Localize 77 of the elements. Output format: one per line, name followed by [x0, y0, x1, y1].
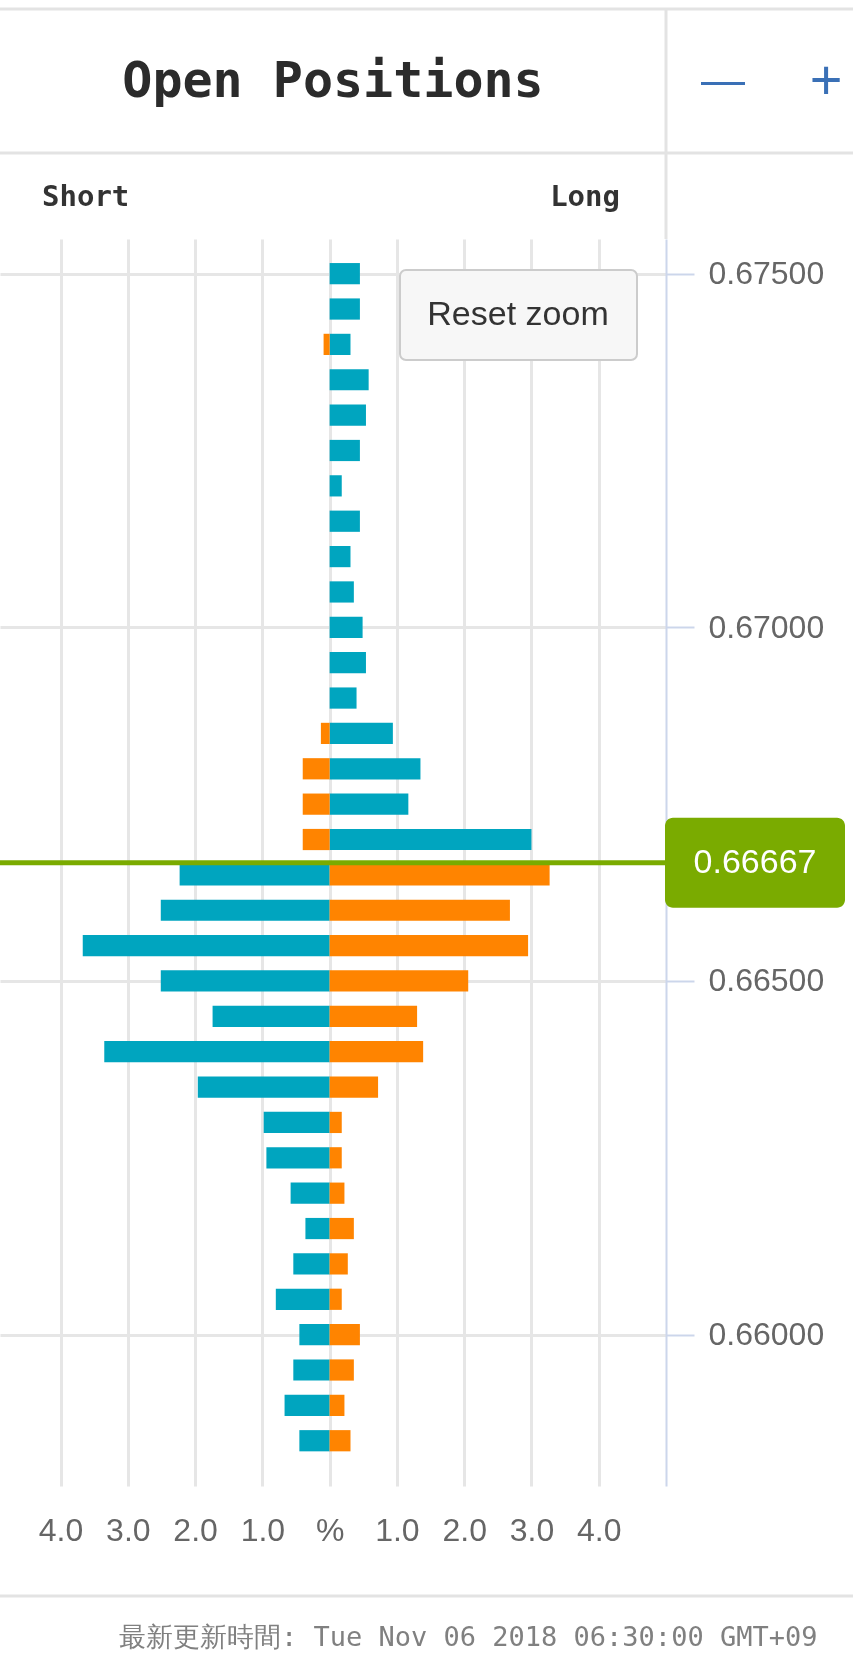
bar — [329, 616, 363, 638]
bar — [329, 1182, 345, 1204]
annotation: Reset zoom — [427, 294, 609, 332]
bar — [329, 581, 354, 603]
y-tick-label: 0.67500 — [708, 255, 825, 292]
bar — [329, 687, 357, 709]
bar — [302, 758, 330, 780]
x-tick-label: 1.0 — [240, 1511, 286, 1548]
y-tick-label: 0.66500 — [708, 962, 825, 999]
text: Long — [550, 179, 620, 213]
bar — [329, 1076, 379, 1098]
bar — [329, 263, 360, 285]
bar — [284, 1394, 330, 1416]
bar — [160, 899, 330, 921]
bar — [329, 1217, 354, 1240]
x-tick-label: 2.0 — [173, 1511, 218, 1548]
bar — [302, 793, 330, 815]
bar — [179, 864, 330, 886]
bar — [290, 1182, 330, 1204]
bar — [160, 970, 330, 992]
text: 最新更新時間: Tue Nov 06 2018 06:30:00 GMT+09 — [119, 1621, 818, 1652]
y-tick-label: 0.67000 — [708, 608, 825, 645]
bar — [323, 333, 330, 355]
bar — [329, 828, 532, 851]
bar — [299, 1324, 330, 1346]
bar — [263, 1111, 330, 1134]
bar — [329, 864, 550, 886]
bar — [212, 1005, 330, 1027]
x-tick-label: 3.0 — [106, 1511, 151, 1548]
bar — [275, 1288, 330, 1310]
bar — [329, 1359, 354, 1381]
bar — [293, 1359, 330, 1381]
x-tick-label: 4.0 — [38, 1511, 84, 1548]
bar — [197, 1076, 330, 1098]
text: + — [809, 48, 843, 111]
bar — [329, 369, 369, 391]
bar — [329, 899, 510, 921]
bar — [104, 1041, 330, 1063]
x-tick-label: % — [315, 1511, 345, 1548]
bar — [329, 1430, 351, 1452]
bar — [329, 1288, 342, 1310]
bar — [82, 935, 330, 957]
bar — [329, 510, 360, 532]
bar — [329, 404, 366, 426]
bar — [329, 475, 342, 497]
bar — [329, 652, 366, 674]
bar — [329, 758, 421, 780]
bar — [329, 1147, 342, 1169]
x-tick-label: 2.0 — [442, 1511, 487, 1548]
bar — [329, 1324, 360, 1346]
bar — [329, 1041, 424, 1063]
bar — [329, 439, 360, 462]
bar — [293, 1253, 330, 1275]
bar — [329, 333, 351, 355]
bar — [329, 793, 409, 815]
text: Short — [42, 179, 130, 213]
bar — [329, 1111, 342, 1134]
chart-title: Open Positions — [122, 51, 544, 109]
bar — [320, 722, 330, 745]
bar — [329, 722, 393, 745]
ref-line-label: 0.66667 — [693, 841, 817, 880]
bar — [302, 828, 330, 851]
bar — [329, 545, 351, 568]
bar — [266, 1147, 330, 1169]
bar — [329, 298, 360, 320]
bar — [329, 1253, 348, 1275]
bar — [305, 1217, 330, 1240]
x-tick-label: 4.0 — [576, 1511, 622, 1548]
bar — [329, 935, 529, 957]
bar — [329, 970, 469, 992]
x-tick-label: 3.0 — [509, 1511, 555, 1548]
bar — [329, 1394, 345, 1416]
bar — [299, 1430, 330, 1452]
bar — [329, 1005, 418, 1027]
x-tick-label: 1.0 — [375, 1511, 420, 1548]
y-tick-label: 0.66000 — [708, 1316, 825, 1353]
text: — — [701, 55, 745, 104]
